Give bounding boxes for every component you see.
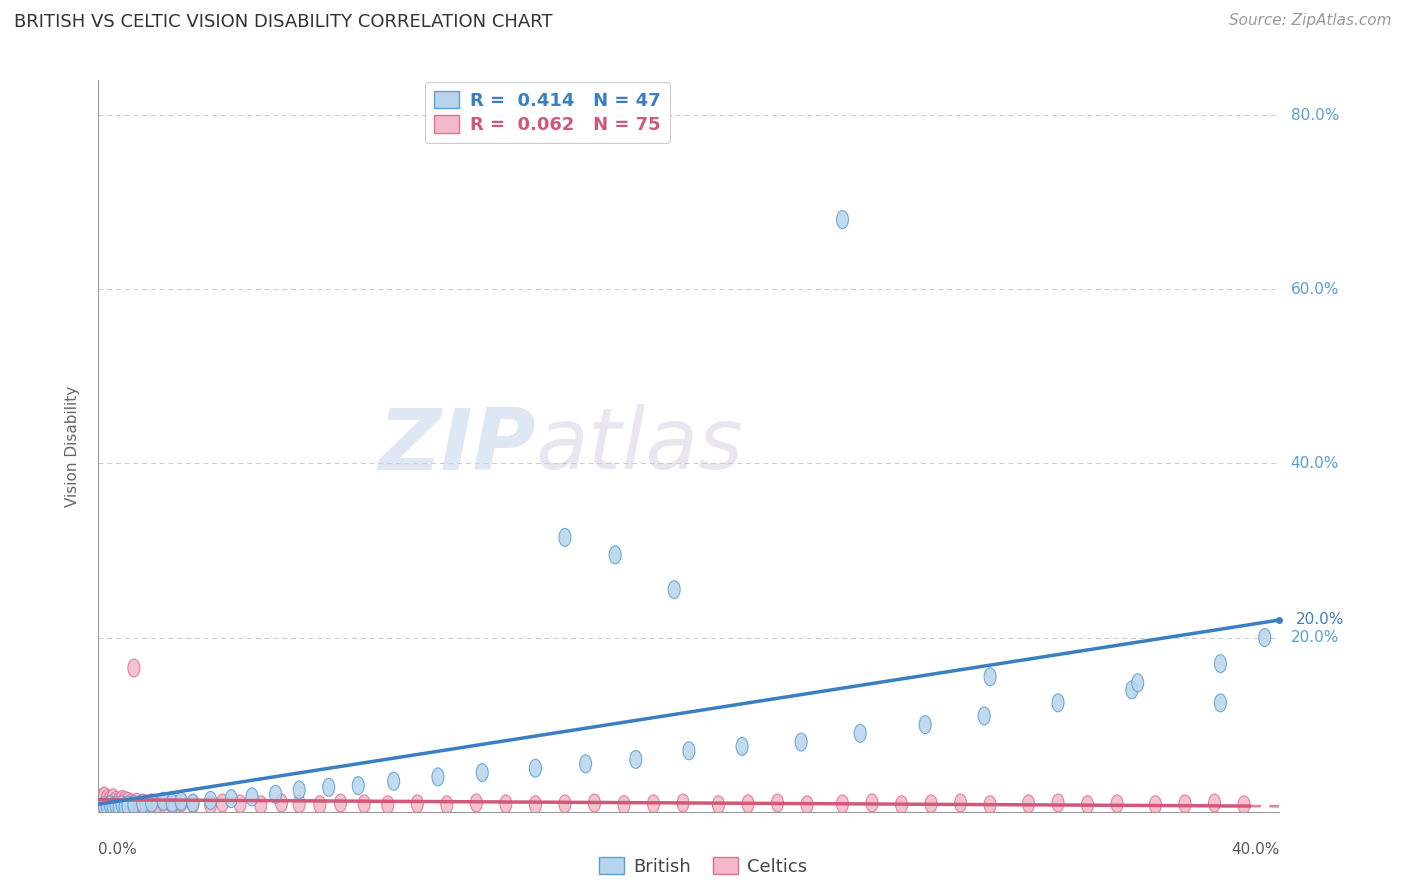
Text: ZIP: ZIP: [378, 404, 536, 488]
Text: 40.0%: 40.0%: [1232, 842, 1279, 857]
Text: 40.0%: 40.0%: [1291, 456, 1339, 471]
Text: 20.0%: 20.0%: [1296, 613, 1344, 627]
Text: 0.0%: 0.0%: [98, 842, 138, 857]
Text: 80.0%: 80.0%: [1291, 108, 1339, 122]
Legend: British, Celtics: British, Celtics: [592, 850, 814, 883]
Text: Source: ZipAtlas.com: Source: ZipAtlas.com: [1229, 13, 1392, 29]
Legend: R =  0.414   N = 47, R =  0.062   N = 75: R = 0.414 N = 47, R = 0.062 N = 75: [425, 82, 669, 143]
Text: 20.0%: 20.0%: [1291, 630, 1339, 645]
Text: 60.0%: 60.0%: [1291, 282, 1339, 297]
Y-axis label: Vision Disability: Vision Disability: [65, 385, 80, 507]
Text: atlas: atlas: [536, 404, 744, 488]
Text: BRITISH VS CELTIC VISION DISABILITY CORRELATION CHART: BRITISH VS CELTIC VISION DISABILITY CORR…: [14, 13, 553, 31]
